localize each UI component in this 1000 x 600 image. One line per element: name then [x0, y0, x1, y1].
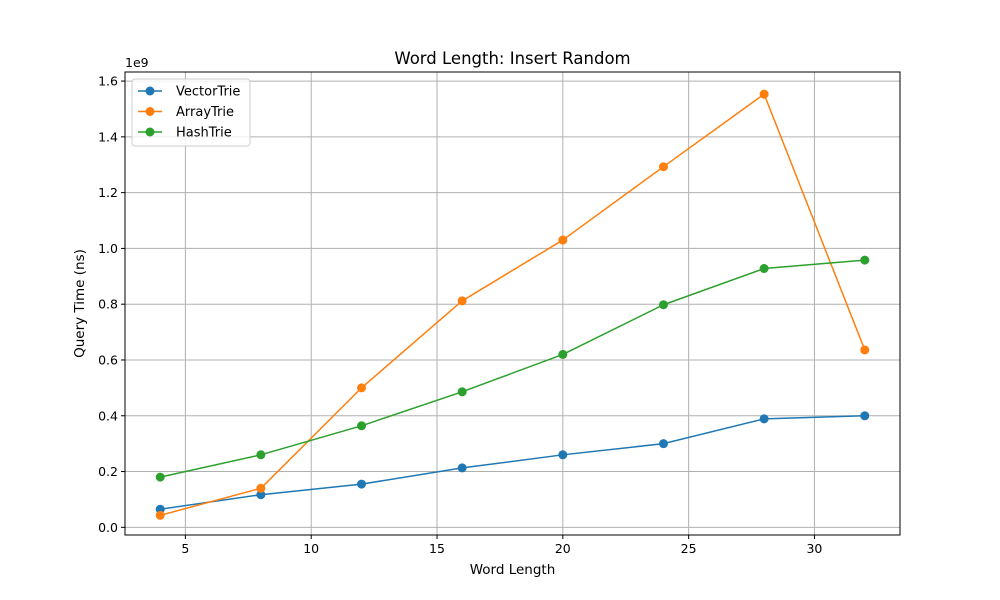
y-tick-label: 0.2: [98, 464, 118, 479]
x-tick-label: 30: [806, 541, 822, 556]
y-tick-label: 0.0: [98, 520, 118, 535]
plot-area-frame: [124, 71, 901, 536]
x-axis: 5 10 15 20 25 30: [181, 535, 822, 556]
x-axis-title: Word Length: [470, 562, 556, 578]
legend-label: ArrayTrie: [176, 105, 234, 120]
data-point: [558, 450, 568, 460]
data-point: [357, 383, 367, 393]
x-tick-label: 5: [181, 541, 189, 556]
data-point: [759, 263, 769, 273]
legend-label: VectorTrie: [176, 85, 240, 100]
y-tick-label: 0.8: [98, 297, 118, 312]
y-tick-label: 1.0: [98, 241, 118, 256]
data-point: [658, 300, 668, 310]
legend-item: ArrayTrie: [138, 105, 234, 120]
series-line: [160, 259, 865, 478]
legend-frame: [131, 78, 251, 147]
y-tick-label: 0.6: [98, 352, 118, 367]
legend: VectorTrie ArrayTrie HashTrie: [131, 78, 251, 147]
data-point: [860, 345, 870, 355]
legend-item: HashTrie: [138, 126, 232, 141]
legend-item: VectorTrie: [138, 85, 240, 100]
legend-marker: [145, 107, 155, 116]
data-point: [457, 387, 467, 397]
y-axis-title: Query Time (ns): [72, 249, 88, 358]
data-point: [658, 439, 668, 449]
y-axis: 0.0 0.2 0.4 0.6 0.8 1.0 1.2 1.4 1.6: [98, 74, 125, 535]
x-tick-label: 15: [429, 541, 445, 556]
data-point: [457, 296, 467, 306]
x-tick-label: 20: [555, 541, 571, 556]
data-point: [155, 472, 165, 482]
series-line: [160, 93, 866, 517]
x-tick-label: 10: [303, 541, 319, 556]
data-point: [860, 255, 870, 265]
series-hashtrie: [155, 255, 870, 482]
data-point: [256, 490, 266, 500]
data-point: [256, 483, 266, 493]
data-point: [759, 414, 769, 424]
y-tick-label: 0.4: [98, 408, 118, 423]
data-point: [457, 463, 467, 473]
data-point: [155, 510, 165, 520]
data-point: [256, 450, 266, 460]
legend-marker: [145, 86, 155, 96]
y-tick-label: 1.6: [98, 74, 118, 89]
data-point: [759, 89, 769, 99]
y-tick-label: 1.2: [98, 185, 118, 200]
y-scale-label: 1e9: [125, 55, 149, 70]
y-tick-label: 1.4: [98, 129, 118, 144]
data-point: [558, 235, 568, 245]
grid: [125, 72, 900, 535]
legend-label: HashTrie: [176, 126, 232, 141]
x-tick-label: 25: [681, 541, 697, 556]
data-point: [658, 162, 668, 172]
data-point: [860, 411, 870, 421]
legend-marker: [145, 127, 155, 137]
series-group: [155, 89, 870, 520]
data-point: [357, 479, 367, 489]
series-vectortrie: [155, 411, 870, 514]
series-arraytrie: [155, 89, 870, 520]
data-point: [558, 349, 568, 359]
chart-title: Word Length: Insert Random: [394, 49, 630, 68]
series-line: [160, 415, 865, 510]
data-point: [357, 421, 367, 431]
